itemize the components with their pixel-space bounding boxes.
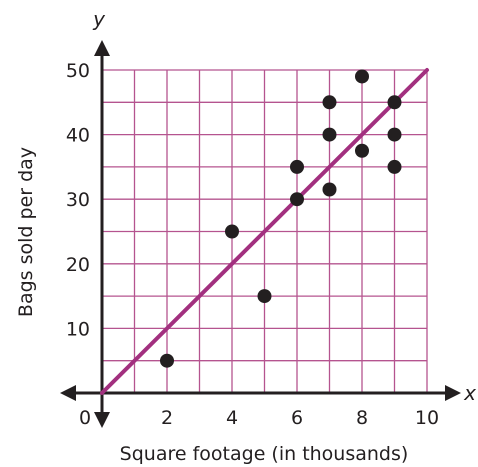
data-point [387, 159, 402, 174]
x-tick-label: 2 [161, 407, 173, 429]
y-tick-label: 30 [66, 189, 90, 211]
data-point [387, 95, 402, 110]
data-point [257, 289, 272, 304]
x-tick-label: 6 [291, 407, 303, 429]
data-point [355, 69, 369, 84]
x-axis-variable: x [463, 381, 476, 405]
data-point [322, 95, 337, 110]
origin-label: 0 [79, 407, 91, 429]
tick-labels: 2 4 6 8 10 10 20 30 40 50 [66, 60, 439, 429]
data-point [160, 353, 174, 368]
trend-line [100, 68, 429, 395]
y-axis-variable: y [92, 7, 106, 31]
x-tick-label: 8 [356, 407, 368, 429]
data-point [387, 127, 402, 142]
y-axis-arrow-down [94, 412, 110, 428]
x-axis-arrow-left [60, 385, 76, 401]
y-axis-arrow-up [94, 40, 110, 56]
data-point [290, 192, 304, 207]
y-axis-label: Bags sold per day [15, 147, 37, 317]
data-point [225, 224, 239, 239]
trend-line-group [100, 68, 429, 395]
x-axis-label: Square footage (in thousands) [120, 443, 409, 465]
y-tick-label: 20 [66, 254, 90, 276]
axes [60, 40, 461, 428]
y-tick-label: 10 [66, 318, 90, 340]
data-point [322, 182, 337, 197]
data-point [355, 143, 369, 158]
y-tick-label: 40 [66, 125, 90, 147]
x-tick-label: 10 [415, 407, 439, 429]
x-axis-arrow-right [445, 385, 461, 401]
data-points [160, 69, 402, 368]
y-tick-label: 50 [66, 60, 90, 82]
data-point [290, 159, 304, 174]
x-tick-label: 4 [226, 407, 238, 429]
data-point [322, 127, 337, 142]
